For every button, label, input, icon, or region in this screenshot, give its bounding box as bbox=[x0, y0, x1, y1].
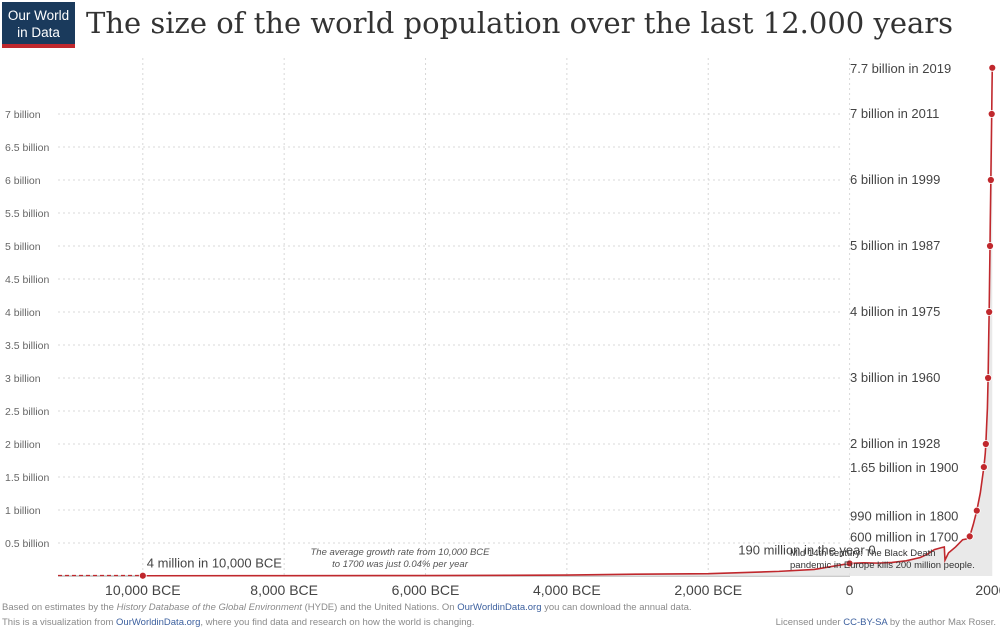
milestone-label: 4 million in 10,000 BCE bbox=[147, 556, 282, 571]
milestone-marker bbox=[845, 559, 854, 568]
milestone-marker bbox=[988, 63, 997, 72]
y-tick-label: 3 billion bbox=[5, 373, 41, 385]
footer-source-link[interactable]: OurWorldinData.org bbox=[457, 602, 541, 613]
y-tick-label: 6 billion bbox=[5, 175, 41, 187]
milestone-marker bbox=[981, 440, 990, 448]
x-tick-label: 8,000 BCE bbox=[250, 582, 318, 598]
footer-license-text-a: Licensed under bbox=[776, 617, 844, 628]
logo-line-2: in Data bbox=[17, 25, 60, 40]
milestone-label: 4 billion in 1975 bbox=[850, 304, 940, 319]
milestone-label: 3 billion in 1960 bbox=[850, 370, 940, 385]
milestone-marker bbox=[986, 242, 994, 250]
footer-source-text-c: (HYDE) and the United Nations. On bbox=[302, 602, 457, 613]
milestone-marker bbox=[986, 176, 995, 184]
y-tick-label: 6.5 billion bbox=[5, 142, 50, 154]
logo-line-1: Our World bbox=[8, 8, 69, 23]
y-tick-label: 5.5 billion bbox=[5, 208, 50, 220]
y-axis-ticks: 0.5 billion 1 billion 1.5 billion 2 billion… bbox=[5, 109, 50, 550]
population-area bbox=[142, 67, 993, 577]
milestone-label: 990 million in 1800 bbox=[850, 509, 958, 524]
milestone-marker bbox=[984, 374, 993, 382]
milestone-label: 7.7 billion in 2019 bbox=[850, 61, 951, 76]
y-tick-label: 4.5 billion bbox=[5, 274, 50, 286]
growth-rate-note-line-2: to 1700 was just 0.04% per year bbox=[332, 559, 469, 570]
milestone-label: 600 million in 1700 bbox=[850, 529, 958, 544]
milestone-marker bbox=[987, 110, 996, 118]
y-tick-label: 5 billion bbox=[5, 241, 41, 253]
footer-license: Licensed under CC-BY-SA by the author Ma… bbox=[776, 617, 996, 628]
x-tick-label: 4,000 BCE bbox=[533, 582, 601, 598]
x-tick-label: 6,000 BCE bbox=[392, 582, 460, 598]
footer-source-hyde: History Database of the Global Environme… bbox=[117, 602, 303, 613]
x-tick-label: 0 bbox=[846, 582, 854, 598]
milestone-marker bbox=[979, 463, 988, 472]
black-death-note-line-2: pandemic in Europe kills 200 million peo… bbox=[790, 560, 975, 571]
x-axis-ticks: 10,000 BCE 8,000 BCE 6,000 BCE 4,000 BCE 2,0… bbox=[105, 582, 1000, 598]
black-death-note-line-1: Mid 14th century: The Black Death bbox=[790, 548, 936, 559]
footer-visualization: This is a visualization from OurWorldinD… bbox=[2, 617, 474, 628]
footer-visualization-link[interactable]: OurWorldinData.org bbox=[116, 617, 200, 628]
footer-license-link[interactable]: CC-BY-SA bbox=[843, 617, 888, 628]
y-tick-label: 1.5 billion bbox=[5, 472, 50, 484]
logo-background bbox=[2, 2, 75, 44]
grid-lines bbox=[58, 58, 851, 577]
milestone-marker bbox=[138, 571, 147, 580]
x-tick-label: 2,000 BCE bbox=[674, 582, 742, 598]
footer-visualization-text-b: , where you find data and research on ho… bbox=[200, 617, 474, 628]
footer-source-text-d: you can download the annual data. bbox=[542, 602, 692, 613]
footer-source: Based on estimates by the History Databa… bbox=[2, 602, 692, 613]
milestone-marker bbox=[972, 506, 981, 515]
y-tick-label: 7 billion bbox=[5, 109, 41, 121]
milestone-label: 6 billion in 1999 bbox=[850, 172, 940, 187]
footer-visualization-text-a: This is a visualization from bbox=[2, 617, 116, 628]
milestone-markers: 4 million in 10,000 BCE 190 million in th… bbox=[138, 61, 997, 580]
x-tick-label: 2000 bbox=[975, 582, 1000, 598]
x-tick-label: 10,000 BCE bbox=[105, 582, 181, 598]
milestone-label: 1.65 billion in 1900 bbox=[850, 460, 958, 475]
milestone-label: 7 billion in 2011 bbox=[850, 106, 939, 121]
logo-red-bar bbox=[2, 44, 75, 48]
y-tick-label: 1 billion bbox=[5, 505, 41, 517]
milestone-label: 190 million in the year 0 bbox=[738, 542, 875, 557]
y-tick-label: 0.5 billion bbox=[5, 538, 50, 550]
y-tick-label: 2.5 billion bbox=[5, 406, 50, 418]
footer-license-text-b: by the author Max Roser. bbox=[887, 617, 996, 628]
milestone-marker bbox=[985, 308, 994, 316]
milestone-label: 2 billion in 1928 bbox=[850, 436, 940, 451]
chart-title: The size of the world population over th… bbox=[86, 6, 953, 40]
owid-logo[interactable]: Our World in Data bbox=[2, 2, 75, 48]
population-line bbox=[142, 67, 994, 577]
milestone-marker bbox=[965, 532, 974, 541]
growth-rate-note-line-1: The average growth rate from 10,000 BCE bbox=[310, 547, 490, 558]
y-tick-label: 3.5 billion bbox=[5, 340, 50, 352]
footer-source-text-a: Based on estimates by the bbox=[2, 602, 117, 613]
y-tick-label: 4 billion bbox=[5, 307, 41, 319]
y-tick-label: 2 billion bbox=[5, 439, 41, 451]
milestone-label: 5 billion in 1987 bbox=[850, 238, 940, 253]
